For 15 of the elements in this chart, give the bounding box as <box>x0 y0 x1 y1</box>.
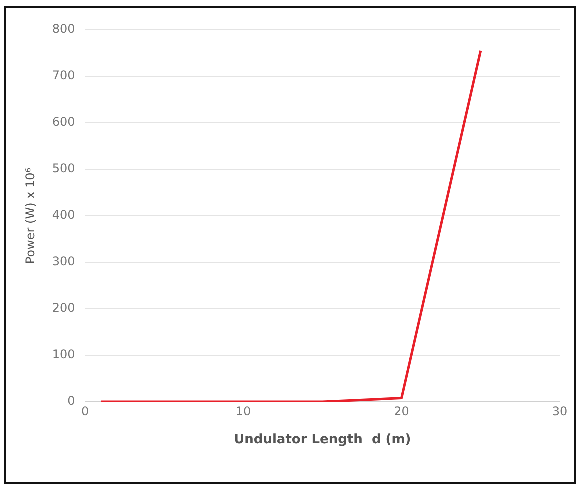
x-axis-title: Undulator Length d (m) <box>234 432 412 448</box>
x-tick-label: 10 <box>236 404 252 418</box>
x-tick-label: 0 <box>81 404 90 418</box>
y-tick-label: 700 <box>52 68 76 83</box>
y-tick-label: 400 <box>52 208 76 222</box>
y-tick-label: 300 <box>52 254 76 269</box>
y-tick-label: 100 <box>52 348 76 362</box>
y-axis-title: Power (W) x 10⁶ <box>23 168 38 264</box>
y-tick-label: 600 <box>52 115 76 130</box>
x-tick-label: 20 <box>394 404 410 418</box>
y-tick-label: 500 <box>52 162 76 176</box>
x-tick-label: 30 <box>552 404 568 418</box>
y-tick-label: 800 <box>52 22 76 36</box>
y-tick-label: 0 <box>68 394 76 408</box>
y-tick-label: 200 <box>52 301 76 316</box>
